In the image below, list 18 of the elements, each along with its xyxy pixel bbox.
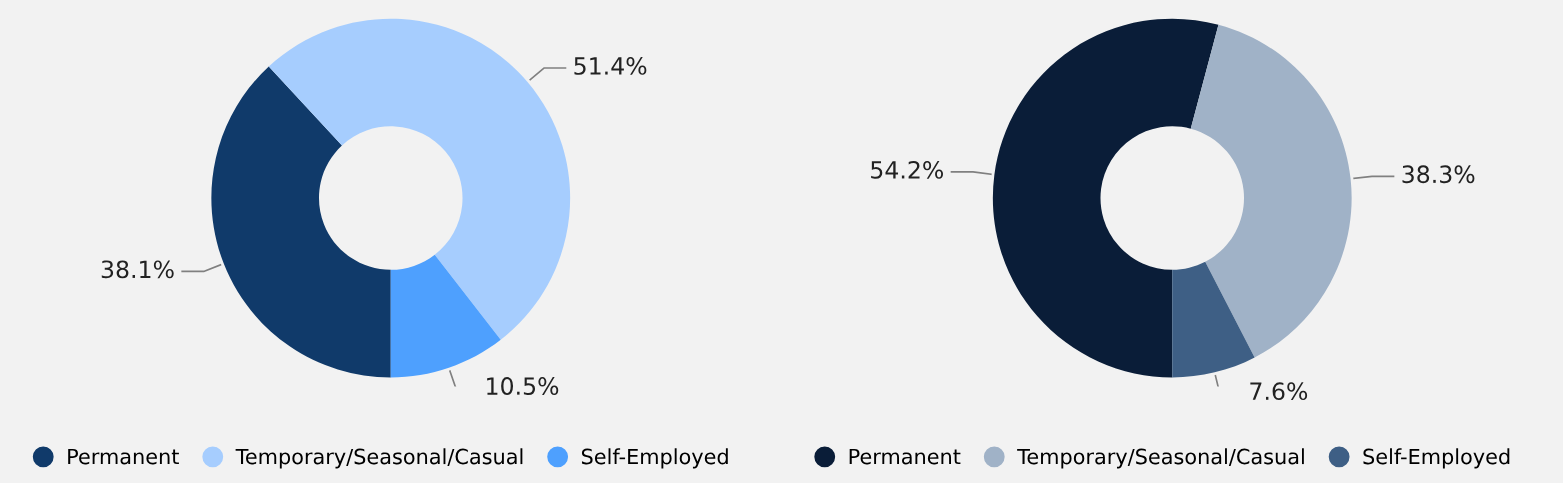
data-label: 51.4% — [574, 57, 647, 75]
data-label: 54.2% — [871, 160, 944, 179]
data-label: 7.6% — [1250, 382, 1308, 401]
data-label: 10.5% — [487, 377, 559, 395]
data-label: 38.3% — [1402, 165, 1475, 184]
legend-label: Temporary/Seasonal/Casual — [1017, 448, 1304, 469]
donut-slice — [992, 18, 1219, 378]
legend-label: Temporary/Seasonal/Casual — [235, 448, 523, 469]
donut-slice — [211, 66, 391, 378]
legend-label: Permanent — [849, 448, 961, 465]
donut-slice — [1190, 24, 1352, 358]
legend-label: Self-Employed — [1363, 448, 1510, 469]
legend-label: Permanent — [68, 448, 179, 465]
donut-slice — [390, 254, 501, 378]
data-label: 38.1% — [101, 260, 174, 279]
donut-slice — [1172, 261, 1255, 378]
donut-slice — [268, 18, 571, 340]
legend-label: Self-Employed — [581, 448, 728, 469]
